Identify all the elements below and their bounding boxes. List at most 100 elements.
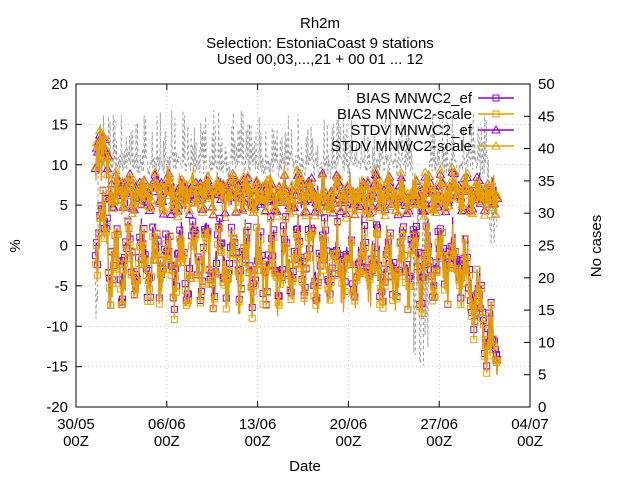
bias-mnwc2-scale-point [99, 187, 107, 195]
stdv-mnwc2-scale-point [359, 180, 370, 190]
bias-mnwc2-scale-point [165, 249, 173, 257]
bias-mnwc2-scale-point [115, 260, 123, 268]
stdv-mnwc2-scale-point [444, 200, 454, 210]
stdv-mnwc2-scale-point [346, 184, 357, 194]
stdv-mnwc2-scale-point [139, 176, 149, 185]
stdv-mnwc2-scale-point [330, 182, 341, 192]
bias-mnwc2-scale-point [230, 234, 238, 242]
stdv-mnwc2-scale-point [440, 203, 451, 212]
bias-mnwc2-scale-point [374, 230, 382, 238]
stdv-mnwc2-ef-point [125, 168, 135, 178]
bias-mnwc2-scale-point [415, 258, 423, 266]
bias-mnwc2-scale-point [313, 295, 321, 303]
stdv-mnwc2-scale-point [244, 187, 254, 196]
stdv-mnwc2-scale-point [379, 182, 389, 191]
stdv-mnwc2-scale-point [118, 200, 129, 209]
stdv-mnwc2-scale-point [277, 196, 288, 206]
stdv-mnwc2-scale-point [430, 199, 440, 209]
stdv-mnwc2-scale-point [112, 195, 122, 205]
chart-title-line-2: Selection: EstoniaCoast 9 stations [206, 35, 434, 52]
bias-mnwc2-scale-point [246, 265, 254, 273]
stdv-mnwc2-scale-point [196, 181, 207, 190]
bias-mnwc2-scale-point [484, 335, 492, 343]
bias-mnwc2-scale-point [262, 301, 270, 309]
stdv-mnwc2-scale-point [271, 191, 281, 200]
bias-mnwc2-scale-point [492, 358, 500, 366]
stdv-mnwc2-scale-point [228, 171, 239, 180]
bias-mnwc2-scale-point [270, 233, 278, 241]
bias-mnwc2-scale-point [167, 271, 175, 279]
bias-mnwc2-scale-point [422, 223, 430, 231]
bias-mnwc2-scale-point [171, 273, 179, 281]
stdv-mnwc2-scale-point [201, 191, 212, 200]
stdv-mnwc2-scale-point [231, 206, 241, 215]
bias-mnwc2-scale-point [248, 314, 256, 322]
bias-mnwc2-scale-point [128, 249, 136, 257]
stdv-mnwc2-scale-point [321, 202, 332, 211]
stdv-mnwc2-scale-point [478, 184, 489, 194]
bias-mnwc2-scale-point [208, 279, 216, 287]
stdv-mnwc2-scale-point [449, 167, 460, 176]
stdv-mnwc2-scale-point [488, 202, 499, 211]
stdv-mnwc2-scale-point [253, 183, 264, 193]
bias-mnwc2-scale-point [303, 253, 311, 261]
bias-mnwc2-scale-point [378, 297, 386, 305]
bias-mnwc2-scale-point [321, 220, 329, 228]
stdv-mnwc2-scale-point [101, 144, 112, 154]
bias-mnwc2-scale-point [157, 269, 165, 277]
stdv-mnwc2-scale-point [207, 202, 218, 212]
stdv-mnwc2-scale-point [384, 172, 395, 182]
stdv-mnwc2-scale-point [285, 208, 295, 217]
bias-mnwc2-ef-point [413, 223, 420, 231]
bias-mnwc2-scale-point [438, 229, 446, 237]
bias-mnwc2-scale-point [183, 299, 191, 307]
bias-mnwc2-scale-point [280, 229, 288, 237]
stdv-mnwc2-scale-point [218, 178, 228, 187]
stdv-mnwc2-scale-point [382, 193, 393, 203]
bias-mnwc2-scale-point [347, 260, 355, 268]
stdv-mnwc2-scale-point [158, 205, 169, 215]
bias-mnwc2-scale-point [93, 241, 101, 249]
bias-mnwc2-scale-point [257, 236, 265, 244]
bias-mnwc2-scale-point [317, 255, 325, 263]
bias-mnwc2-scale-point [245, 269, 253, 277]
bias-mnwc2-scale-point [457, 301, 465, 309]
y2-tick-label: 5 [538, 367, 546, 384]
bias-mnwc2-scale-point [468, 312, 476, 320]
stdv-mnwc2-scale-point [197, 207, 208, 216]
bias-mnwc2-scale-point [282, 215, 290, 223]
stdv-mnwc2-scale-point [138, 184, 148, 193]
stdv-mnwc2-scale-point [273, 184, 283, 194]
bias-mnwc2-scale-point [350, 292, 358, 300]
bias-mnwc2-scale-point [249, 288, 257, 296]
x-tick-label: 30/05 [57, 416, 95, 433]
stdv-mnwc2-scale-point [165, 171, 175, 181]
bias-mnwc2-scale-point [241, 253, 249, 261]
bias-mnwc2-scale-point [269, 262, 277, 270]
stdv-mnwc2-scale-point [479, 210, 490, 219]
bias-mnwc2-scale-point [276, 280, 284, 288]
bias-mnwc2-scale-point [400, 226, 408, 234]
bias-mnwc2-ef-point [280, 222, 288, 230]
bias-mnwc2-scale-point [98, 211, 106, 219]
bias-mnwc2-scale-point [244, 227, 252, 235]
bias-mnwc2-scale-point [218, 248, 226, 256]
x-tick-label: 27/06 [420, 416, 458, 433]
stdv-mnwc2-scale-point [150, 167, 160, 176]
stdv-mnwc2-scale-point [170, 200, 181, 209]
bias-mnwc2-scale-point [149, 233, 157, 241]
stdv-mnwc2-scale-point [198, 201, 209, 211]
bias-mnwc2-scale-point [333, 249, 341, 257]
y2-tick-label: 45 [538, 108, 555, 125]
stdv-mnwc2-scale-point [445, 177, 455, 187]
bias-mnwc2-scale-point [139, 241, 147, 249]
stdv-mnwc2-scale-point [340, 192, 351, 202]
bias-mnwc2-scale-point [195, 256, 203, 264]
bias-mnwc2-scale-point [327, 279, 335, 287]
legend-label: BIAS MNWC2_ef [356, 90, 473, 107]
stdv-mnwc2-scale-point [324, 201, 334, 211]
stdv-mnwc2-scale-point [492, 192, 503, 201]
stdv-mnwc2-scale-point [490, 209, 501, 218]
bias-mnwc2-scale-point [305, 254, 313, 262]
bias-mnwc2-scale-point [168, 266, 176, 274]
